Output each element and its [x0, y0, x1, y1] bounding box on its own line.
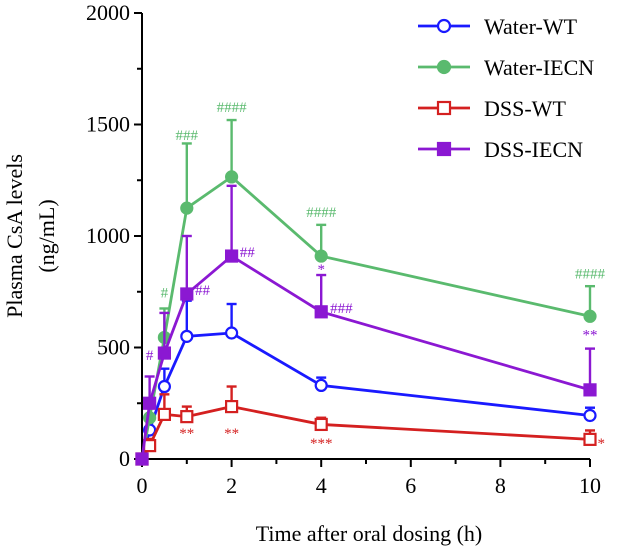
significance-annotation: ####: [575, 266, 606, 282]
significance-annotation: ##: [195, 283, 211, 299]
data-point: [225, 326, 239, 340]
data-point: [436, 59, 452, 75]
legend-label: Water-IECN: [484, 55, 594, 80]
significance-annotation: **: [583, 328, 598, 344]
data-point: [314, 305, 328, 319]
data-point: [157, 346, 171, 360]
y-tick-label: 1500: [86, 112, 130, 137]
y-axis-title: Plasma CsA levels: [2, 154, 27, 318]
legend-item: DSS-IECN: [418, 137, 583, 162]
data-point: [180, 329, 194, 343]
data-point: [583, 432, 597, 446]
data-point: [436, 100, 452, 116]
series-layer: [135, 118, 597, 466]
series-line: [140, 175, 591, 460]
legend-label: Water-WT: [484, 14, 578, 39]
x-tick-label: 4: [316, 473, 327, 498]
data-point: [314, 417, 328, 432]
y-tick-label: 1000: [86, 223, 130, 248]
data-point: [180, 287, 194, 301]
legend: Water-WT Water-IECN DSS-WT DSS-IECN: [418, 14, 594, 162]
x-tick-label: 10: [579, 473, 601, 498]
data-point: [436, 18, 452, 34]
data-point: [157, 407, 171, 421]
y-axis-unit: (ng/mL): [34, 199, 59, 272]
y-tick-label: 500: [97, 335, 130, 360]
series-dss-iecn: [135, 184, 597, 466]
significance-annotation: ***: [310, 436, 333, 452]
legend-item: Water-WT: [418, 14, 578, 39]
x-tick-label: 6: [405, 473, 416, 498]
x-tick-label: 8: [495, 473, 506, 498]
data-point: [180, 201, 194, 215]
data-point: [143, 396, 157, 410]
y-tick-label: 0: [119, 446, 130, 471]
data-point: [225, 399, 239, 414]
data-point: [314, 378, 328, 393]
data-point: [157, 379, 171, 394]
significance-annotation: ###: [330, 301, 353, 317]
data-point: [583, 383, 597, 397]
significance-annotation: **: [179, 426, 194, 442]
data-point: [135, 452, 149, 466]
data-point: [436, 141, 452, 157]
data-point: [180, 410, 194, 424]
significance-annotation: *: [317, 262, 325, 278]
data-point: [225, 170, 239, 184]
x-axis-title: Time after oral dosing (h): [256, 521, 482, 546]
annotation-layer: #################*#######**** ***** *: [146, 100, 606, 452]
series-line: [140, 405, 591, 460]
data-point: [583, 408, 597, 423]
legend-item: DSS-WT: [418, 96, 566, 121]
data-point: [225, 249, 239, 263]
x-tick-label: 0: [137, 473, 148, 498]
legend-label: DSS-WT: [484, 96, 566, 121]
significance-annotation: ####: [217, 100, 248, 116]
legend-item: Water-IECN: [418, 55, 594, 80]
axes: 0 500 1000 1500 2000 0 2 4 6 8 10: [86, 0, 601, 498]
data-point: [314, 249, 328, 263]
significance-annotation: ##: [240, 245, 256, 261]
significance-annotation: ###: [176, 128, 199, 144]
significance-annotation: ####: [306, 205, 337, 221]
y-tick-label: 2000: [86, 0, 130, 25]
legend-label: DSS-IECN: [484, 137, 583, 162]
x-tick-label: 2: [226, 473, 237, 498]
series-line: [140, 331, 591, 460]
data-point: [583, 309, 597, 323]
significance-annotation: #: [146, 348, 154, 364]
series-dss-wt: [135, 385, 597, 466]
significance-annotation: **: [224, 426, 239, 442]
significance-annotation: *: [597, 436, 605, 452]
significance-annotation: #: [161, 285, 169, 301]
